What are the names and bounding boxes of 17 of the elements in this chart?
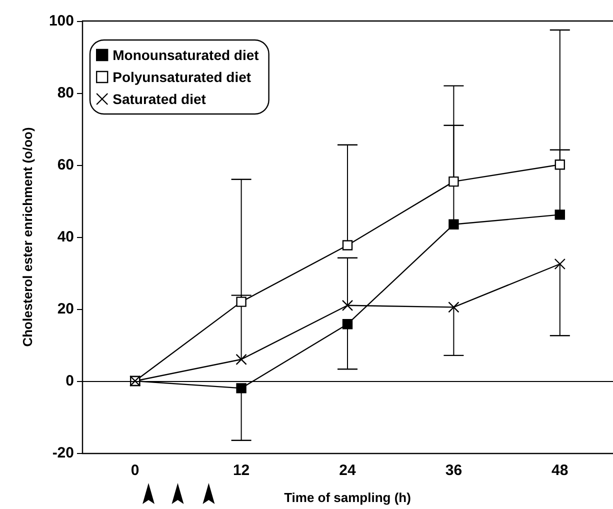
y-axis-title: Cholesterol ester enrichment (o/oo) <box>20 127 35 347</box>
y-tick-label: 20 <box>57 300 74 318</box>
y-tick-label: 60 <box>57 156 74 174</box>
y-tick-label: 40 <box>57 228 74 246</box>
legend-label: Saturated diet <box>112 91 206 107</box>
y-tick-label: 80 <box>57 84 74 102</box>
x-tick-label: 12 <box>232 462 250 479</box>
y-tick-label: 100 <box>48 12 74 30</box>
y-tick-label: 0 <box>66 372 74 390</box>
legend-label: Polyunsaturated diet <box>112 69 252 85</box>
x-tick-label: 48 <box>552 462 568 479</box>
x-tick-label: 36 <box>445 462 462 479</box>
x-tick-label: 24 <box>339 462 356 479</box>
legend-label: Monounsaturated diet <box>112 47 260 63</box>
y-tick-label: -20 <box>52 444 74 462</box>
x-tick-label: 0 <box>130 462 140 479</box>
x-axis-title: Time of sampling (h) <box>284 490 411 505</box>
